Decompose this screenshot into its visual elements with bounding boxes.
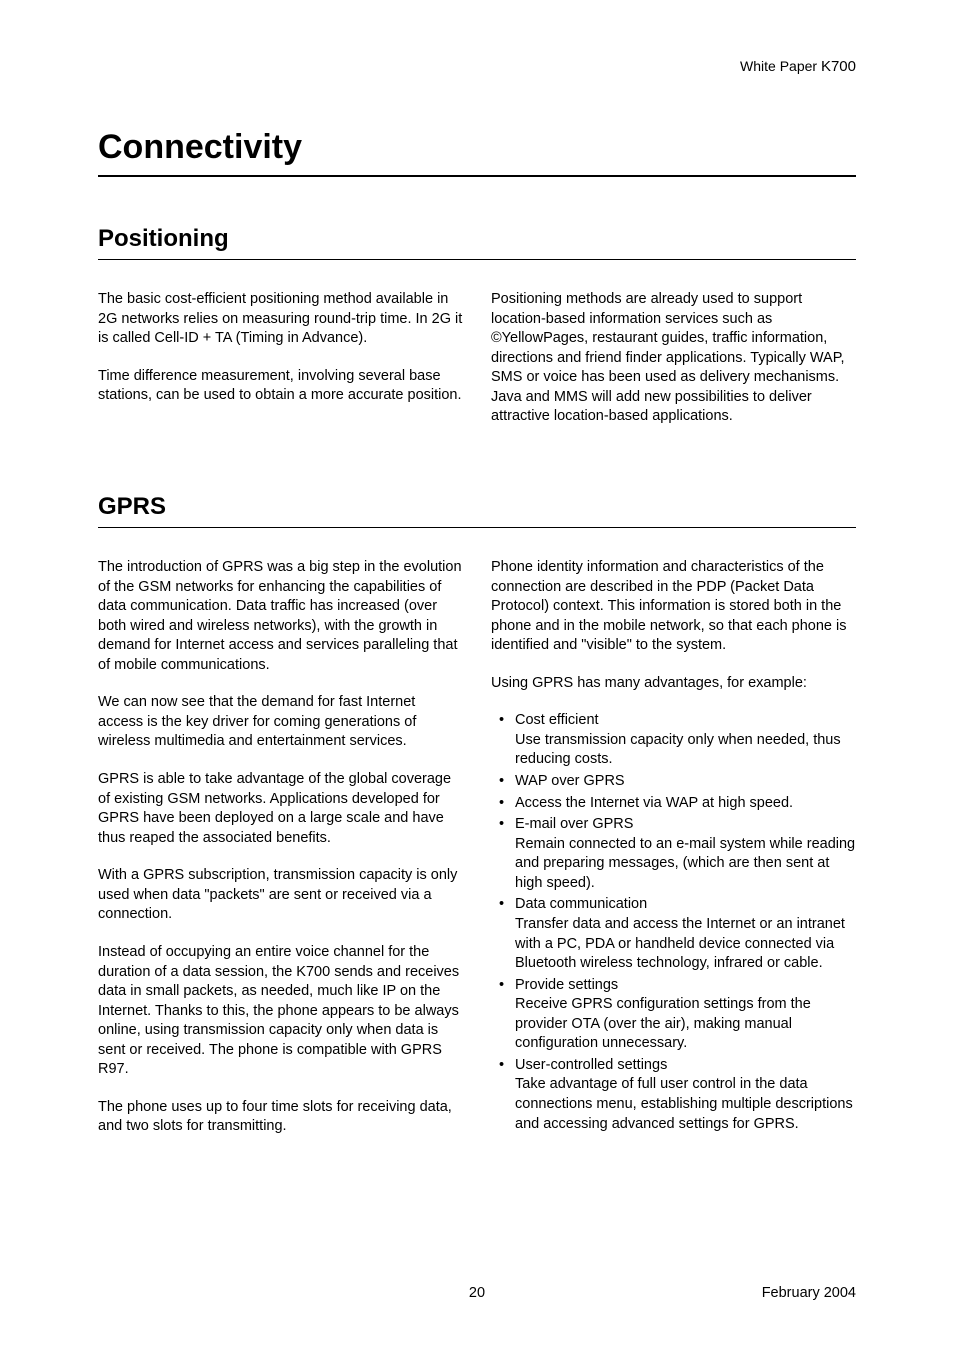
list-item: WAP over GPRS xyxy=(491,772,856,792)
bullet-sub: Remain connected to an e-mail system whi… xyxy=(515,835,856,894)
body-text: The introduction of GPRS was a big step … xyxy=(98,558,463,675)
page-number: 20 xyxy=(469,1285,485,1301)
bullet-sub: Receive GPRS configuration settings from… xyxy=(515,995,856,1054)
bullet-head: Cost efficient xyxy=(515,712,599,728)
body-text: GPRS is able to take advantage of the gl… xyxy=(98,770,463,848)
bullet-sub: Use transmission capacity only when need… xyxy=(515,731,856,770)
list-item: Provide settings Receive GPRS configurati… xyxy=(491,976,856,1054)
gprs-columns: The introduction of GPRS was a big step … xyxy=(98,558,856,1155)
positioning-right-col: Positioning methods are already used to … xyxy=(491,290,856,445)
gprs-left-col: The introduction of GPRS was a big step … xyxy=(98,558,463,1155)
body-text: The phone uses up to four time slots for… xyxy=(98,1098,463,1137)
bullet-sub: Transfer data and access the Internet or… xyxy=(515,915,856,974)
gprs-right-col: Phone identity information and character… xyxy=(491,558,856,1155)
gprs-advantages-list: Cost efficient Use transmission capacity … xyxy=(491,711,856,1134)
body-text: Instead of occupying an entire voice cha… xyxy=(98,943,463,1080)
page-footer: 20 February 2004 xyxy=(98,1285,856,1301)
positioning-columns: The basic cost-efficient positioning met… xyxy=(98,290,856,445)
header-line: White Paper K700 xyxy=(740,58,856,75)
list-item: E-mail over GPRS Remain connected to an e… xyxy=(491,815,856,893)
section-heading-gprs: GPRS xyxy=(98,493,856,528)
footer-date: February 2004 xyxy=(762,1285,856,1301)
bullet-head: Provide settings xyxy=(515,977,618,993)
bullet-sub: Take advantage of full user control in t… xyxy=(515,1075,856,1134)
bullet-head: Access the Internet via WAP at high spee… xyxy=(515,795,793,811)
bullet-head: User-controlled settings xyxy=(515,1057,667,1073)
body-text: Time difference measurement, involving s… xyxy=(98,367,463,406)
body-text: Using GPRS has many advantages, for exam… xyxy=(491,674,856,694)
body-text: With a GPRS subscription, transmission c… xyxy=(98,866,463,925)
body-text: We can now see that the demand for fast … xyxy=(98,693,463,752)
list-item: Cost efficient Use transmission capacity … xyxy=(491,711,856,770)
body-text: Phone identity information and character… xyxy=(491,558,856,656)
bullet-head: Data communication xyxy=(515,896,647,912)
bullet-head: E-mail over GPRS xyxy=(515,816,633,832)
list-item: User-controlled settings Take advantage o… xyxy=(491,1056,856,1134)
header-label: White Paper xyxy=(740,58,817,74)
page-title: Connectivity xyxy=(98,128,856,177)
positioning-left-col: The basic cost-efficient positioning met… xyxy=(98,290,463,445)
section-heading-positioning: Positioning xyxy=(98,225,856,260)
list-item: Data communication Transfer data and acce… xyxy=(491,895,856,973)
list-item: Access the Internet via WAP at high spee… xyxy=(491,794,856,814)
header-model: K700 xyxy=(821,58,856,75)
body-text: The basic cost-efficient positioning met… xyxy=(98,290,463,349)
bullet-head: WAP over GPRS xyxy=(515,773,625,789)
body-text: Positioning methods are already used to … xyxy=(491,290,856,427)
